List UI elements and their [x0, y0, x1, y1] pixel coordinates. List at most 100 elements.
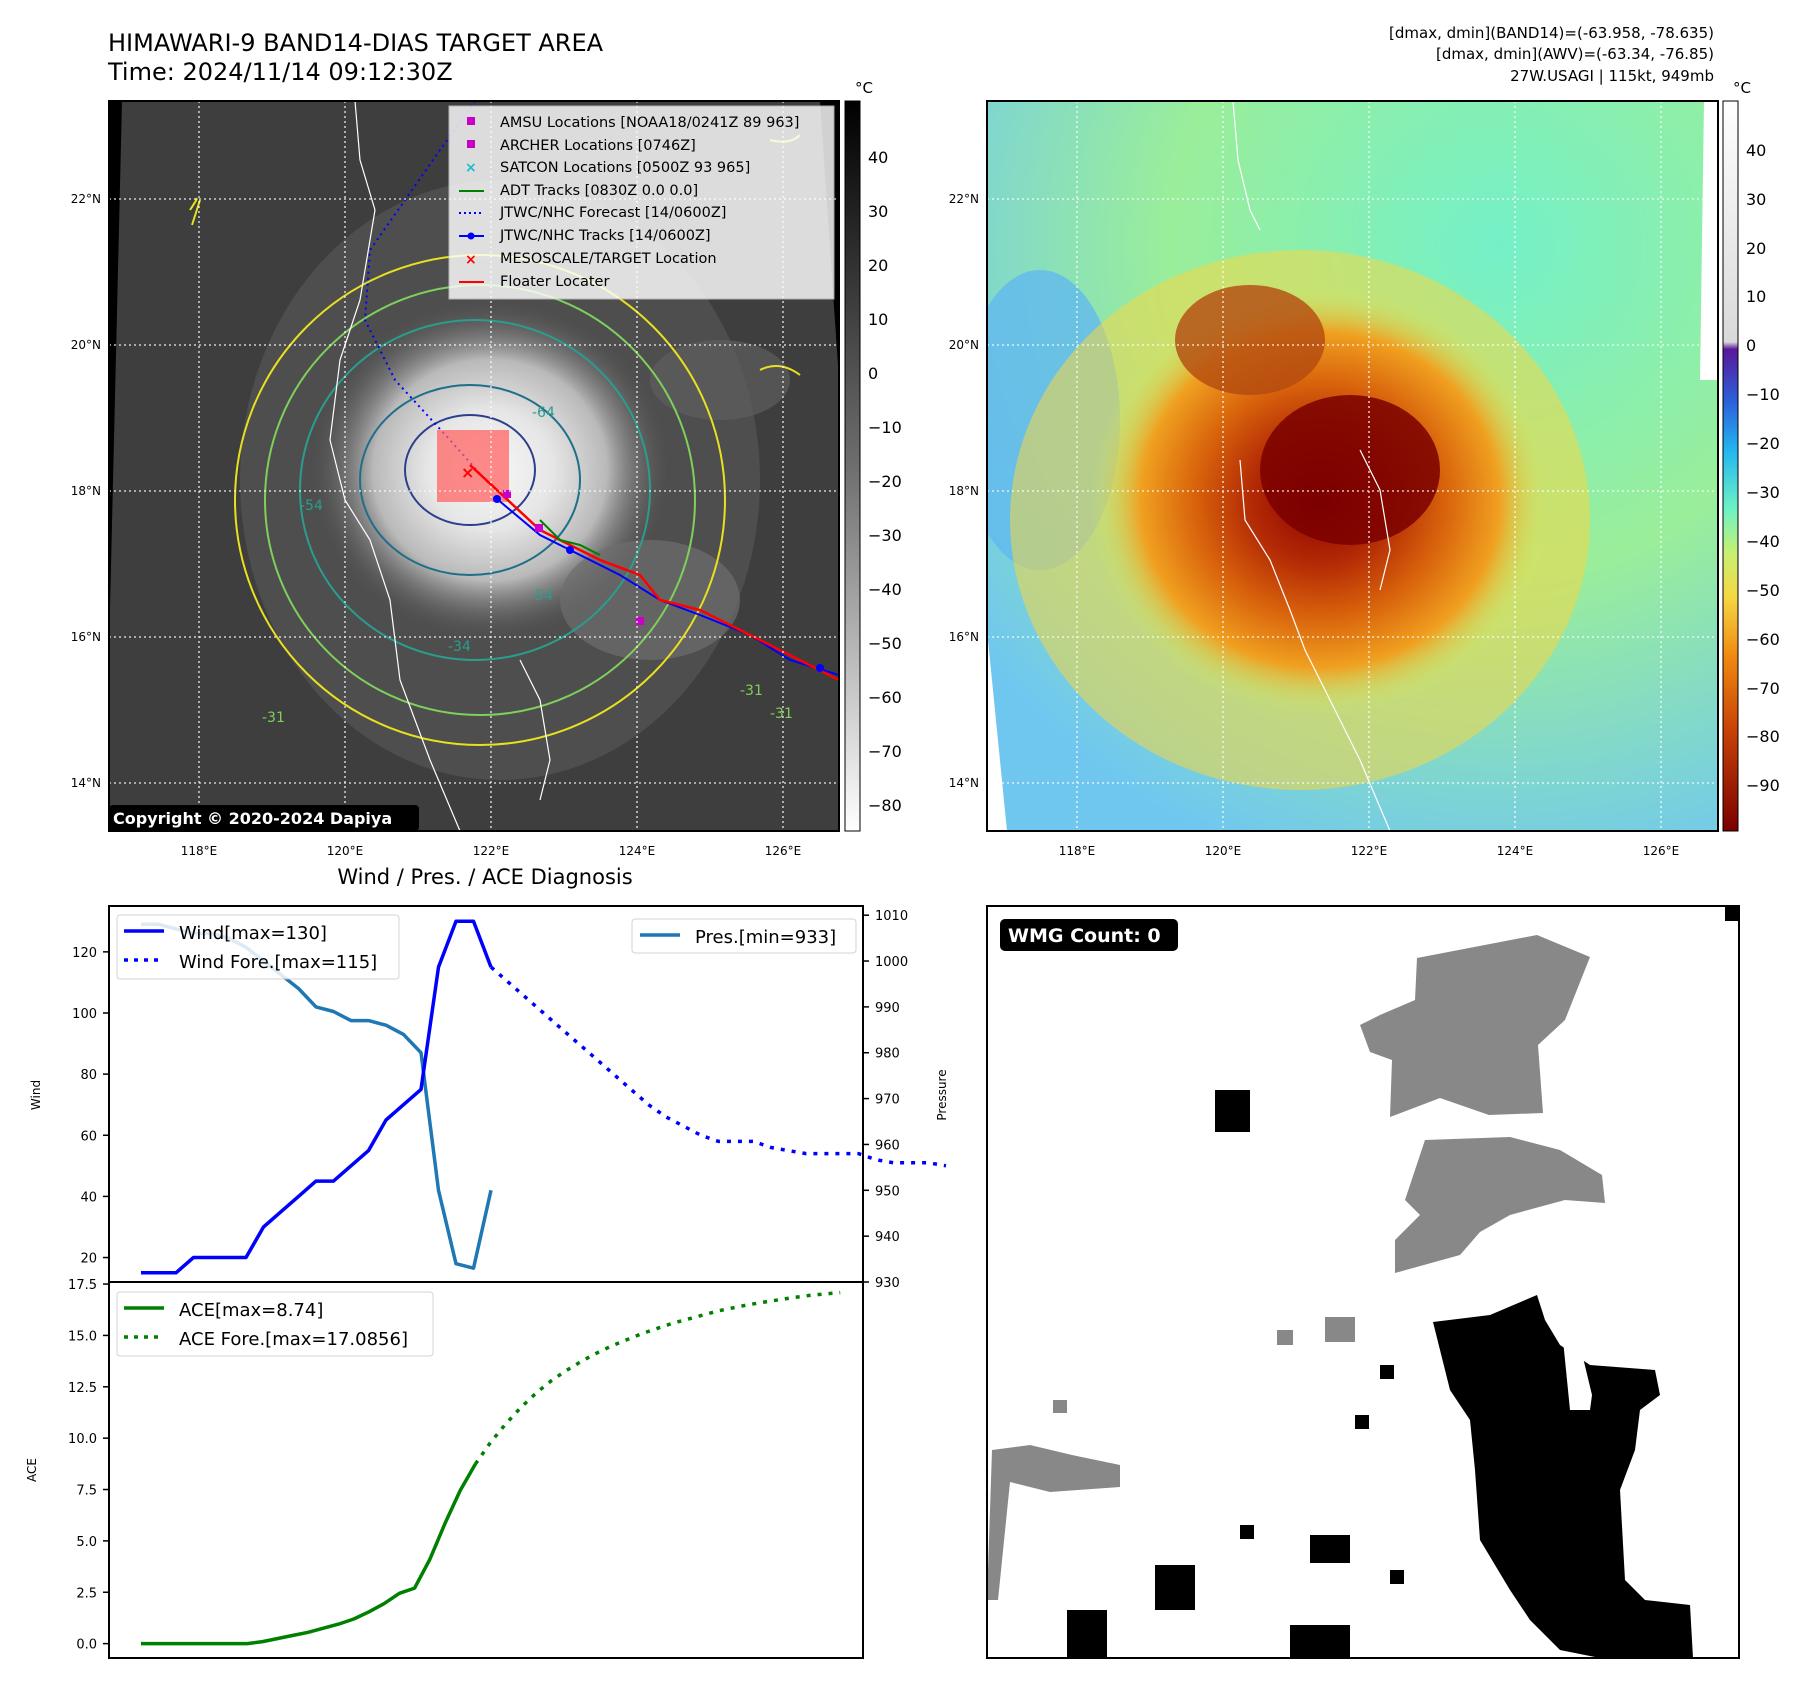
ir-map-panel: × -64 -54 -34 -54 -31 -31 -31 [71, 100, 840, 858]
ir-colorbar-tick: −50 [868, 634, 902, 653]
track-point-marker [566, 546, 574, 554]
ir-lon-labels: 118°E 120°E 122°E 124°E 126°E [181, 844, 802, 858]
copyright-badge-bg [109, 805, 419, 831]
wind-pressure-chart: 20 40 60 80 100 120 930 940 950 960 970 980 990 1000 1… [29, 905, 949, 1291]
awv-colorbar-tick: −50 [1746, 581, 1780, 600]
mesoscale-target-marker: × [461, 463, 474, 482]
ir-colorbar-tick: −80 [868, 796, 902, 815]
lon-label: 122°E [473, 844, 510, 858]
contour-label: -31 [740, 683, 763, 699]
ir-colorbar-gradient [844, 100, 861, 832]
awv-map-panel: 22°N 20°N 18°N 16°N 14°N 118°E 120°E 122… [949, 100, 1719, 858]
ace-plot-area: 0.0 2.5 5.0 7.5 10.0 12.5 15.0 17.5 [68, 1278, 841, 1653]
ir-colorbar-tick: −40 [868, 580, 902, 599]
pressure-axis-tick-label: 970 [875, 1093, 900, 1108]
track-point-marker [493, 495, 501, 503]
lon-label: 118°E [1059, 844, 1096, 858]
legend-entry: Floater Locater [459, 274, 609, 290]
awv-lon-labels: 118°E 120°E 122°E 124°E 126°E [1059, 844, 1680, 858]
lat-label: 16°N [949, 630, 979, 644]
wind-forecast-legend-label: Wind Fore.[max=115] [179, 952, 377, 973]
lon-label: 126°E [765, 844, 802, 858]
lon-label: 122°E [1351, 844, 1388, 858]
awv-colorbar-tick: 0 [1746, 336, 1756, 355]
awv-colorbar-tick: 40 [1746, 141, 1766, 160]
legend-target-swatch: × [465, 252, 477, 268]
legend-satcon-label: SATCON Locations [0500Z 93 965] [500, 160, 750, 176]
pressure-axis-tick-label: 950 [875, 1184, 900, 1199]
ace-legend: ACE[max=8.74] ACE Fore.[max=17.0856] [116, 1291, 434, 1357]
archer-location-marker [503, 490, 511, 498]
ir-swath-edge-left [109, 101, 122, 650]
lat-label: 18°N [71, 484, 101, 498]
ir-colorbar: °C 40 30 20 10 0 −10 −20 −30 −40 −50 −60… [844, 79, 902, 832]
legend-floater-label: Floater Locater [500, 274, 609, 290]
wind-axis-tick-label: 80 [80, 1068, 97, 1083]
awv-colorbar-gradient [1722, 100, 1739, 832]
pressure-axis-label: Pressure [935, 1069, 949, 1120]
ir-colorbar-tick: 30 [868, 202, 888, 221]
legend-tracks-dot [467, 232, 475, 240]
legend-entry: JTWC/NHC Forecast [14/0600Z] [459, 205, 726, 221]
wmg-panel: WMG Count: 0 [986, 905, 1740, 1659]
contour-ring-inner [404, 414, 536, 526]
lon-label: 120°E [327, 844, 364, 858]
wmg-gray-region [1053, 1400, 1067, 1413]
contour-label: -64 [532, 405, 555, 421]
wmg-gray-region [1325, 1317, 1355, 1342]
awv-coastline [1239, 459, 1391, 831]
wmg-frame [986, 905, 1740, 1659]
ace-forecast-series-line [473, 1290, 841, 1466]
ir-colorbar-tick: −10 [868, 418, 902, 437]
floater-locater-track [469, 464, 839, 682]
wmg-clear-hole [1563, 1340, 1592, 1410]
copyright-text: Copyright © 2020-2024 Dapiya [113, 809, 392, 828]
pressure-legend-frame [631, 918, 857, 954]
storm-info-text: 27W.USAGI | 115kt, 949mb [1510, 67, 1714, 85]
lon-label: 120°E [1205, 844, 1242, 858]
wmg-black-region [1240, 1525, 1254, 1539]
awv-colorbar-tick: −10 [1746, 385, 1780, 404]
awv-colorbar-tick: 30 [1746, 190, 1766, 209]
awv-lat-labels: 22°N 20°N 18°N 16°N 14°N [949, 192, 979, 790]
contour-label: -54 [300, 498, 323, 514]
wind-legend: Wind[max=130] Wind Fore.[max=115] [116, 914, 400, 980]
ir-colorbar-tick: −20 [868, 472, 902, 491]
wmg-gray-region [987, 1445, 1120, 1600]
ir-colorbar-ticks: 40 30 20 10 0 −10 −20 −30 −40 −50 −60 −7… [868, 148, 902, 815]
wmg-black-region [1725, 906, 1739, 921]
legend-entry: ADT Tracks [0830Z 0.0 0.0] [459, 183, 698, 199]
coastline [329, 101, 461, 831]
dmax-band14-text: [dmax, dmin](BAND14)=(-63.958, -78.635) [1389, 24, 1714, 42]
wind-axis-tick-label: 20 [80, 1252, 97, 1267]
ir-colorbar-unit: °C [855, 79, 873, 97]
legend-satcon-swatch: × [465, 160, 477, 176]
map-legend: AMSU Locations [NOAA18/0241Z 89 963] ARC… [448, 105, 835, 300]
legend-tracks-label: JTWC/NHC Tracks [14/0600Z] [499, 228, 711, 244]
lat-label: 22°N [71, 192, 101, 206]
wind-legend-frame [116, 914, 400, 980]
awv-colorbar-tick: −60 [1746, 630, 1780, 649]
ir-colorbar-tick: 40 [868, 148, 888, 167]
contour-label: -31 [770, 706, 793, 722]
legend-entry: × SATCON Locations [0500Z 93 965] [465, 160, 750, 176]
awv-coastline [1359, 449, 1391, 591]
ir-map-frame [108, 100, 840, 832]
ace-axis-tick-label: 5.0 [76, 1535, 97, 1550]
wmg-black-region [1355, 1415, 1369, 1429]
wind-axis-label: Wind [29, 1080, 43, 1110]
wmg-black-region [1067, 1610, 1107, 1658]
legend-entry: JTWC/NHC Tracks [14/0600Z] [459, 228, 711, 244]
pressure-axis-tick-label: 990 [875, 1001, 900, 1016]
contour-label: -31 [262, 710, 285, 726]
ace-axis-tick-label: 2.5 [76, 1586, 97, 1601]
ace-axis-tick-label: 17.5 [68, 1278, 97, 1293]
track-point-marker [816, 664, 824, 672]
wmg-black-region [1155, 1565, 1195, 1610]
ir-colorbar-tick: −70 [868, 742, 902, 761]
ir-colorbar-tick: 0 [868, 364, 878, 383]
pressure-axis-tick-label: 980 [875, 1047, 900, 1062]
wmg-black-region [1290, 1625, 1350, 1658]
ace-chart: 0.0 2.5 5.0 7.5 10.0 12.5 15.0 17.5 ACE ACE[max… [25, 1278, 864, 1659]
wind-axis-tick-label: 100 [72, 1007, 97, 1022]
